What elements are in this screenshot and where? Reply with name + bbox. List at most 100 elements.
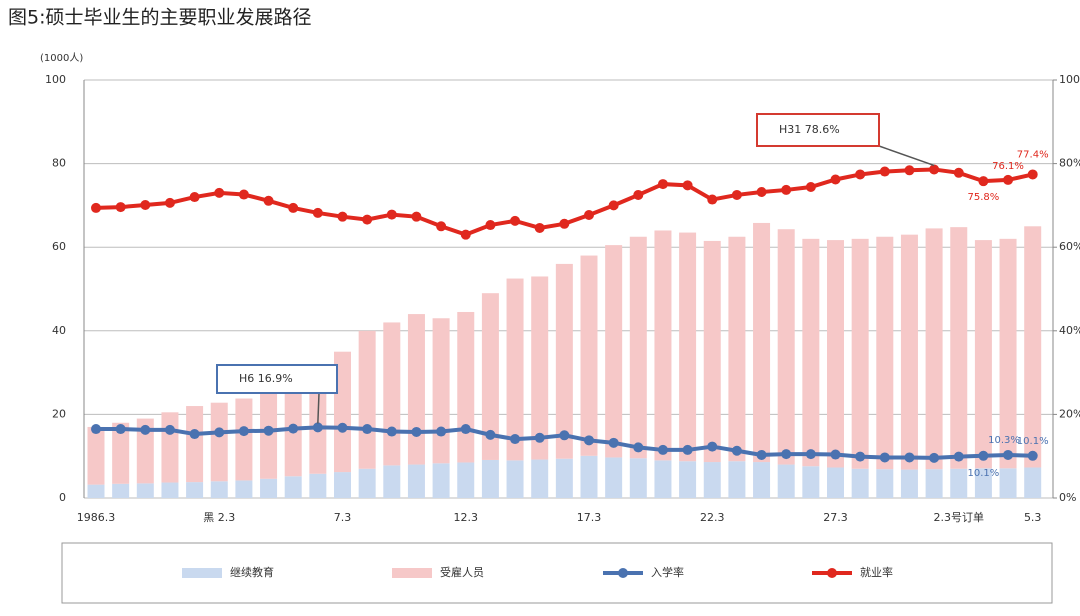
- bar: [925, 469, 943, 498]
- point: [91, 202, 101, 213]
- legend-label: 就业率: [860, 565, 893, 579]
- point: [238, 189, 249, 200]
- data-label: 77.4%: [1017, 149, 1049, 160]
- point: [460, 424, 471, 435]
- bar: [974, 468, 992, 498]
- bar: [999, 468, 1017, 498]
- x-tick-label: 17.3: [577, 511, 602, 524]
- bar: [703, 462, 721, 498]
- bar: [235, 398, 253, 481]
- point: [904, 165, 915, 176]
- point: [164, 197, 175, 208]
- legend-label: 入学率: [651, 565, 684, 579]
- bar: [753, 222, 771, 463]
- point: [929, 452, 940, 463]
- point: [362, 424, 373, 435]
- point: [1003, 174, 1014, 185]
- bar: [827, 240, 844, 468]
- bar: [161, 482, 179, 498]
- bar: [1024, 467, 1042, 498]
- bar: [654, 230, 672, 461]
- point: [164, 424, 175, 435]
- bar: [925, 228, 943, 470]
- bar: [186, 482, 204, 498]
- bar: [580, 455, 598, 498]
- point: [288, 423, 299, 434]
- point: [978, 450, 989, 461]
- legend-swatch: [182, 568, 222, 578]
- bar: [876, 469, 894, 498]
- point: [115, 202, 126, 213]
- data-label: 10.1%: [1017, 436, 1049, 447]
- y-tick-label: 80: [52, 157, 66, 170]
- x-tick-label: 5.3: [1024, 511, 1042, 524]
- point: [904, 452, 915, 463]
- point: [929, 164, 940, 175]
- bar: [407, 314, 425, 465]
- bar: [999, 238, 1017, 469]
- y-tick-label: 20: [52, 407, 66, 420]
- bar: [777, 464, 795, 498]
- bar: [605, 457, 623, 498]
- x-tick-label: 黑 2.3: [203, 511, 235, 524]
- y2-tick-label: 40%: [1059, 324, 1080, 337]
- x-tick-label: 2.3号订单: [934, 511, 985, 524]
- point: [115, 424, 126, 435]
- point: [214, 427, 225, 438]
- point: [312, 422, 323, 433]
- point: [534, 222, 545, 233]
- bar: [851, 468, 869, 498]
- point: [436, 426, 447, 437]
- point: [682, 444, 693, 455]
- bar: [802, 238, 820, 467]
- point: [1027, 450, 1038, 461]
- bar: [457, 462, 475, 498]
- bar: [679, 232, 697, 462]
- bar: [531, 276, 549, 460]
- y2-tick-label: 100%: [1059, 73, 1080, 86]
- point: [682, 180, 693, 191]
- legend-marker: [618, 568, 628, 578]
- bar: [358, 330, 376, 469]
- y2-tick-label: 80%: [1059, 157, 1080, 170]
- bar: [531, 459, 549, 498]
- point: [608, 437, 619, 448]
- bar: [87, 484, 105, 498]
- legend-marker: [827, 568, 837, 578]
- bar: [950, 227, 968, 469]
- point: [534, 432, 545, 443]
- bar: [210, 402, 228, 482]
- legend-label: 继续教育: [230, 565, 274, 579]
- bar: [900, 234, 918, 470]
- point: [953, 451, 964, 462]
- point: [830, 174, 841, 185]
- data-label: 76.1%: [992, 161, 1024, 172]
- callout-line: [317, 392, 320, 424]
- bar: [728, 461, 746, 498]
- point: [584, 435, 594, 446]
- point: [731, 189, 742, 200]
- point: [386, 209, 397, 220]
- point: [362, 214, 373, 225]
- bar: [580, 255, 598, 456]
- point: [288, 202, 299, 213]
- bar: [260, 478, 278, 498]
- point: [633, 442, 644, 453]
- point: [707, 441, 718, 452]
- legend-label: 受雇人员: [440, 565, 484, 579]
- bar: [383, 322, 401, 466]
- point: [140, 199, 151, 210]
- x-tick-label: 7.3: [334, 511, 352, 524]
- bar: [383, 465, 401, 498]
- bar: [334, 472, 351, 498]
- callout-box: [756, 113, 880, 147]
- point: [559, 430, 570, 441]
- bar: [654, 460, 672, 498]
- point: [953, 167, 964, 178]
- point: [707, 194, 718, 205]
- point: [855, 451, 866, 462]
- point: [781, 184, 792, 195]
- y-tick-label: 0: [59, 491, 66, 504]
- bar: [334, 351, 351, 473]
- bar: [851, 238, 869, 469]
